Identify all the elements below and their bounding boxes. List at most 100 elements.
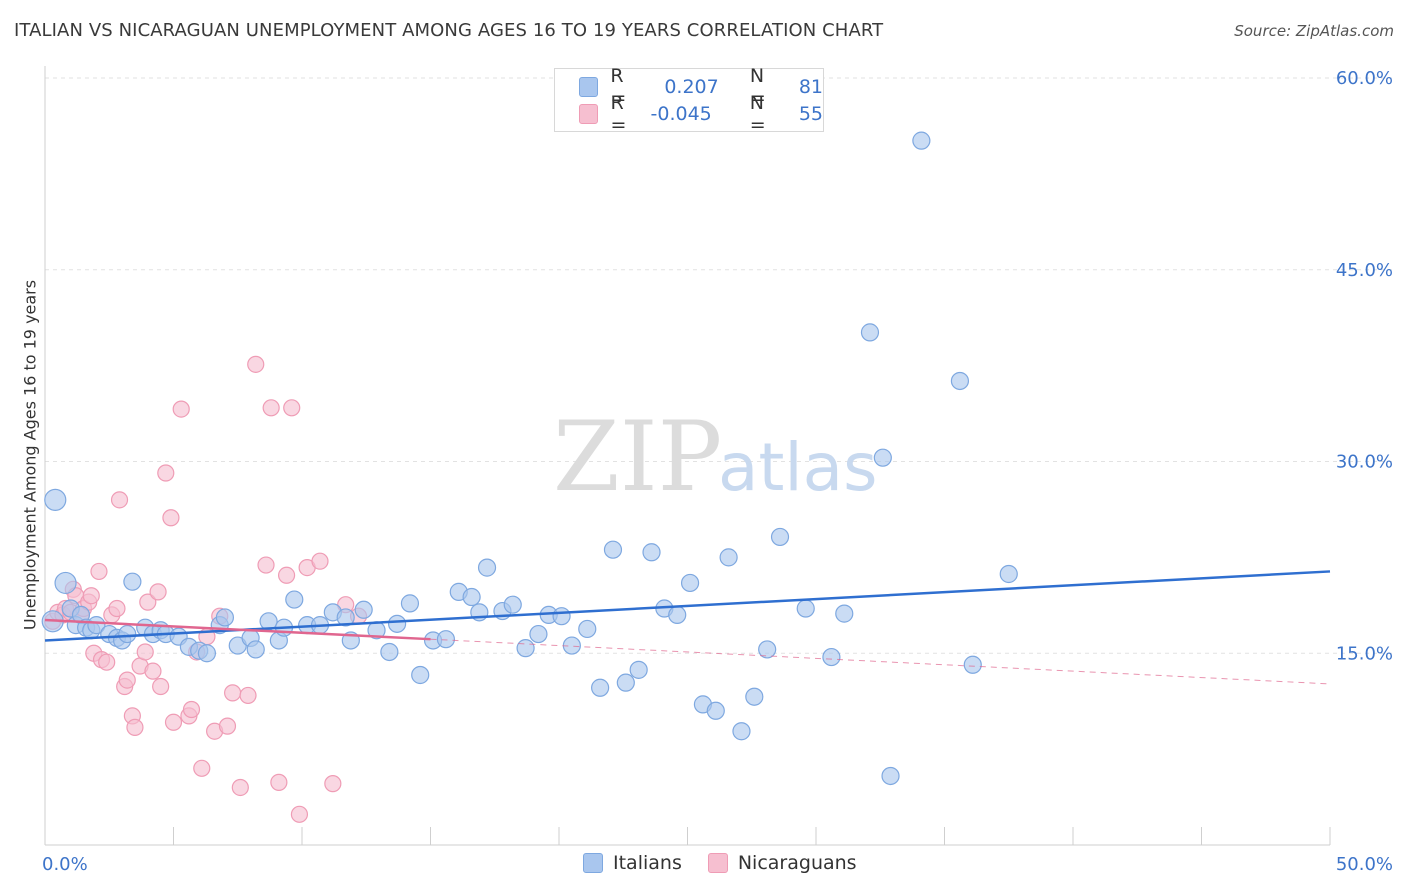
source-label: Source: ZipAtlas.com: [1234, 22, 1394, 40]
nicaraguans-point: [82, 587, 100, 605]
nicaraguans-point: [149, 583, 167, 601]
italians-point: [950, 371, 970, 391]
nicaraguans-point: [172, 400, 190, 418]
nicaraguans-point: [324, 775, 342, 793]
italians-point: [758, 640, 777, 659]
italians-point: [87, 616, 106, 635]
legend-row-nicaraguans: R = -0.045 N = 55: [579, 92, 823, 136]
nicaraguans-point: [231, 778, 249, 797]
trend-lines: [44, 570, 1331, 685]
italians-point: [822, 647, 841, 667]
nicaraguans-point: [164, 713, 183, 731]
nicaraguans-point: [98, 653, 116, 671]
italians-point: [400, 594, 420, 613]
watermark: ZIP atlas: [553, 401, 878, 513]
nicaraguans-point: [247, 355, 265, 373]
italians-point: [706, 701, 725, 720]
italians-point: [591, 678, 610, 697]
italians-point: [745, 687, 764, 706]
italians-point: [835, 604, 854, 623]
italians-point: [285, 590, 304, 609]
data-points: [41, 131, 1018, 823]
nicaraguans-swatch: [579, 104, 599, 124]
watermark-zip: ZIP: [553, 401, 722, 513]
nicaraguans-point: [144, 662, 162, 680]
nicaraguans-point: [136, 643, 154, 661]
nicaraguans-point: [157, 464, 175, 482]
italians-point: [796, 599, 815, 618]
italians-swatch: [579, 77, 599, 97]
nicaraguans-point: [182, 700, 201, 719]
italians-point: [616, 673, 635, 692]
italians-point: [680, 573, 700, 593]
italians-point: [642, 543, 661, 562]
nicaraguans-point: [311, 552, 329, 570]
italians-point: [529, 624, 548, 644]
italians-point: [197, 644, 217, 663]
axes: [44, 66, 1331, 846]
italians-point: [999, 564, 1018, 584]
nicaraguans-point: [277, 566, 296, 584]
nicaraguans-point: [110, 491, 129, 509]
italians-swatch: [583, 853, 603, 873]
correlation-legend: R = 0.207 N = 81 R = -0.045 N = 55: [554, 65, 824, 136]
nicaraguans-point: [270, 773, 288, 791]
n-key: N =: [749, 92, 766, 136]
legend-item-nicaraguans: Nicaraguans: [707, 852, 857, 874]
x-tick-label: 0.0%: [42, 854, 88, 875]
italians-trend-line: [44, 570, 1331, 642]
legend-row-italians: R = 0.207 N = 81: [579, 65, 823, 109]
italians-point: [516, 639, 535, 658]
series-legend: Italians Nicaraguans: [583, 852, 883, 874]
italians-point: [881, 766, 900, 786]
italians-point: [215, 608, 234, 627]
italians-point: [873, 448, 892, 467]
italians-point: [380, 642, 399, 662]
nicaraguans-point: [152, 677, 170, 696]
italians-point: [552, 607, 571, 626]
x-tick-label: 50.0%: [1336, 854, 1393, 875]
italians-point: [963, 655, 982, 674]
y-tick-label: 45.0%: [1336, 260, 1393, 281]
nicaraguans-swatch: [707, 853, 728, 873]
nicaraguans-point: [290, 805, 309, 823]
nicaraguans-point: [257, 556, 275, 574]
n-key: N =: [749, 65, 766, 109]
italians-point: [411, 665, 430, 685]
nicaraguans-point: [118, 671, 136, 689]
italians-point: [503, 595, 522, 614]
italians-point: [719, 548, 738, 567]
nicaraguans-point: [90, 562, 108, 581]
italians-point: [629, 660, 648, 679]
italians-point: [336, 608, 355, 627]
nicaraguans-point: [162, 509, 180, 527]
italians-point: [477, 558, 497, 577]
nicaraguans-point: [283, 399, 301, 417]
italians-point: [603, 540, 623, 559]
y-tick-label: 15.0%: [1336, 643, 1393, 664]
italians-point: [462, 587, 481, 607]
italians-point: [770, 527, 790, 547]
italians-point: [259, 612, 278, 631]
italians-point: [44, 488, 67, 511]
legend-label: Italians: [613, 852, 682, 874]
italians-point: [436, 630, 456, 649]
nicaraguans-trend-line: [44, 618, 431, 641]
r-key: R =: [610, 92, 627, 136]
italians-point: [387, 614, 407, 633]
italians-point: [860, 323, 880, 342]
italians-point: [246, 640, 265, 659]
nicaraguans-point: [108, 599, 126, 618]
nicaraguans-point: [218, 717, 237, 735]
legend-label: Nicaraguans: [737, 852, 857, 874]
r-key: R =: [610, 65, 627, 109]
italians-point: [732, 722, 751, 741]
nicaraguans-point: [224, 684, 242, 702]
y-tick-label: 60.0%: [1336, 68, 1393, 89]
italians-point: [912, 131, 931, 150]
chart-title: ITALIAN VS NICARAGUAN UNEMPLOYMENT AMONG…: [14, 20, 884, 41]
nicaraguans-point: [262, 399, 280, 417]
italians-point: [668, 605, 687, 625]
italians-point: [54, 571, 77, 595]
